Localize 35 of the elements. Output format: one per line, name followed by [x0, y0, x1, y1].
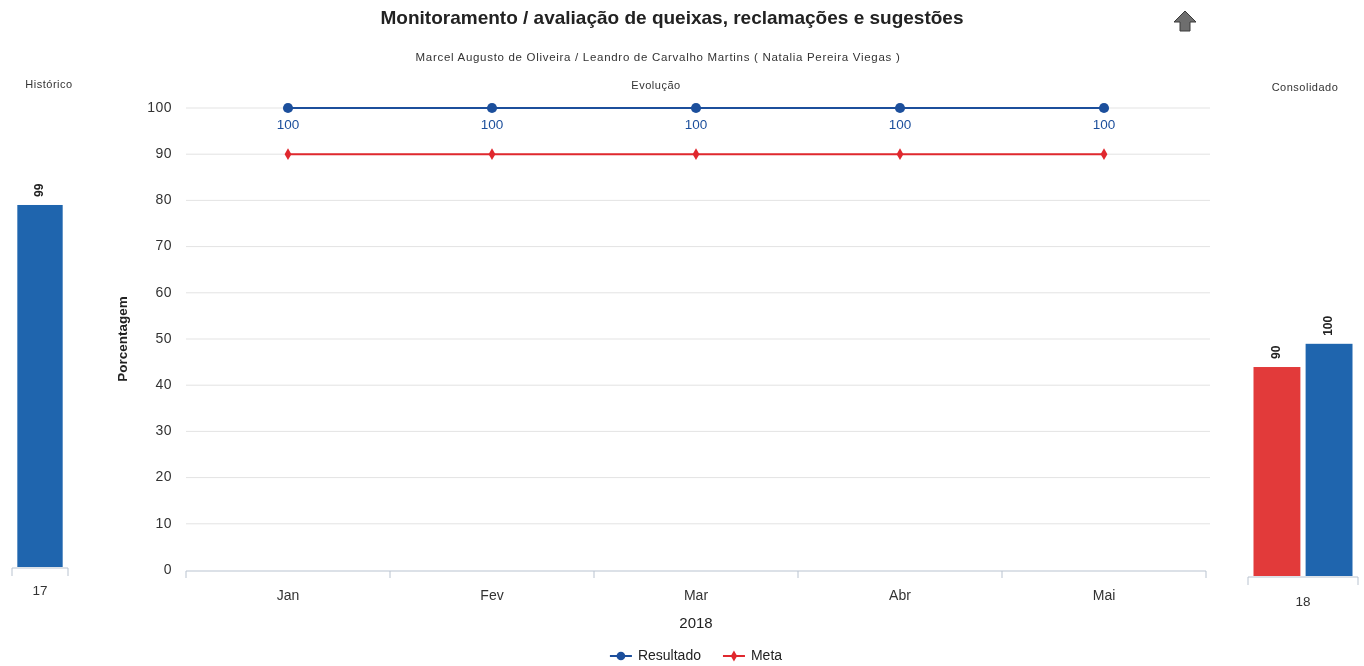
chart-title: Histórico — [25, 78, 73, 90]
y-tick-label: 40 — [155, 375, 172, 392]
text: Monitoramento / avaliação de queixas, reclamações e sugestões — [380, 7, 964, 28]
data-label: 100 — [276, 117, 300, 132]
x-tick-label: Fev — [480, 587, 504, 603]
y-tick-label: 90 — [155, 144, 172, 161]
y-tick-label: 30 — [155, 422, 172, 439]
y-tick-label: 20 — [155, 468, 172, 485]
y-tick-label: 0 — [163, 560, 172, 577]
legend-label: Meta — [750, 646, 783, 663]
y-tick-label: 100 — [147, 98, 172, 115]
x-tick-label: Mar — [683, 587, 709, 603]
x-tick-label: Jan — [276, 587, 300, 603]
x-tick-label: 17 — [32, 583, 48, 598]
data-label: 100 — [1321, 315, 1336, 336]
y-tick-label: 50 — [155, 329, 172, 346]
y-tick-label: 10 — [155, 514, 172, 531]
x-axis-title: 2018 — [679, 614, 713, 631]
x-tick-label: Mai — [1092, 587, 1116, 603]
y-tick-label: 80 — [155, 191, 172, 208]
data-label: 90 — [1269, 345, 1284, 360]
y-axis-title: Porcentagem — [115, 296, 130, 382]
x-tick-label: 18 — [1295, 594, 1311, 609]
y-tick-label: 70 — [155, 237, 172, 254]
y-tick-label: 60 — [155, 283, 172, 300]
data-label: 100 — [1092, 117, 1116, 132]
legend-label: Resultado — [637, 646, 702, 663]
data-label: 100 — [480, 117, 504, 132]
data-label: 100 — [684, 117, 708, 132]
text: Marcel Augusto de Oliveira / Leandro de Carvalho Martins ( Natalia Pereira Viegas ) — [415, 51, 901, 63]
data-label: 99 — [32, 183, 47, 197]
data-label: 100 — [888, 117, 912, 132]
x-tick-label: Abr — [889, 587, 912, 603]
chart-title: Consolidado — [1271, 81, 1339, 93]
chart-title: Evolução — [631, 79, 681, 91]
